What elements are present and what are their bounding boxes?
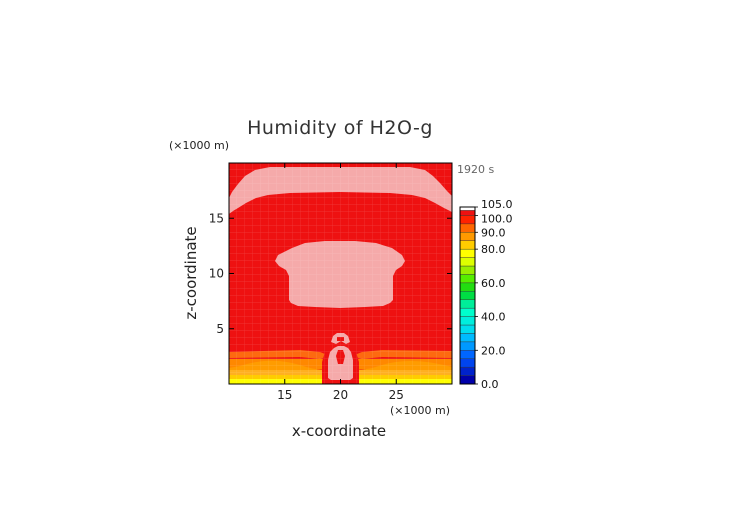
x-unit-label: (×1000 m) — [390, 404, 450, 417]
colorbar-segment — [459, 307, 476, 317]
colorbar-segment — [459, 274, 476, 284]
colorbar-segment — [459, 291, 476, 300]
colorbar-segment — [459, 265, 476, 275]
colorbar-segment — [459, 358, 476, 368]
colorbar-segment — [459, 257, 476, 267]
field-grid-overlay — [229, 163, 452, 384]
time-label: 1920 s — [457, 163, 494, 176]
y-tick-label: 5 — [216, 322, 224, 336]
colorbar-segment — [459, 375, 476, 385]
colorbar-label: 90.0 — [481, 226, 506, 239]
colorbar-segment — [459, 206, 476, 211]
colorbar-segment — [459, 210, 476, 216]
colorbar-segment — [459, 282, 476, 292]
colorbar-segment — [459, 324, 476, 334]
x-axis: 15 20 25 — [277, 163, 404, 402]
colorbar-segment — [459, 316, 476, 326]
x-axis-label: x-coordinate — [292, 422, 386, 440]
humidity-field — [229, 163, 452, 384]
colorbar-label: 60.0 — [481, 277, 506, 290]
y-unit-label: (×1000 m) — [169, 139, 229, 152]
y-tick-label: 15 — [209, 211, 224, 225]
colorbar-segment — [459, 240, 476, 250]
colorbar-label: 0.0 — [481, 378, 499, 391]
x-tick-label: 25 — [389, 388, 404, 402]
colorbar-segment — [459, 215, 476, 225]
colorbar-segment — [459, 366, 476, 376]
colorbar-segment — [459, 232, 476, 241]
colorbar-segment — [459, 341, 476, 351]
colorbar-frame — [459, 206, 476, 385]
colorbar-label: 105.0 — [481, 198, 513, 211]
colorbar-label: 80.0 — [481, 243, 506, 256]
colorbar-segment — [459, 350, 476, 359]
colorbar-segment — [459, 248, 476, 258]
colorbar-segment — [459, 299, 476, 309]
colorbar-label: 40.0 — [481, 311, 506, 324]
colorbar-label: 20.0 — [481, 344, 506, 357]
y-axis: 5 10 15 — [209, 211, 452, 336]
y-axis-label: z-coordinate — [182, 226, 200, 319]
x-tick-label: 20 — [333, 388, 348, 402]
colorbar-segment — [459, 333, 476, 343]
x-tick-label: 15 — [277, 388, 292, 402]
colorbar-label: 100.0 — [481, 212, 513, 225]
y-tick-label: 10 — [209, 267, 224, 281]
colorbar-segment — [459, 223, 476, 233]
chart-title: Humidity of H2O-g — [247, 117, 433, 139]
